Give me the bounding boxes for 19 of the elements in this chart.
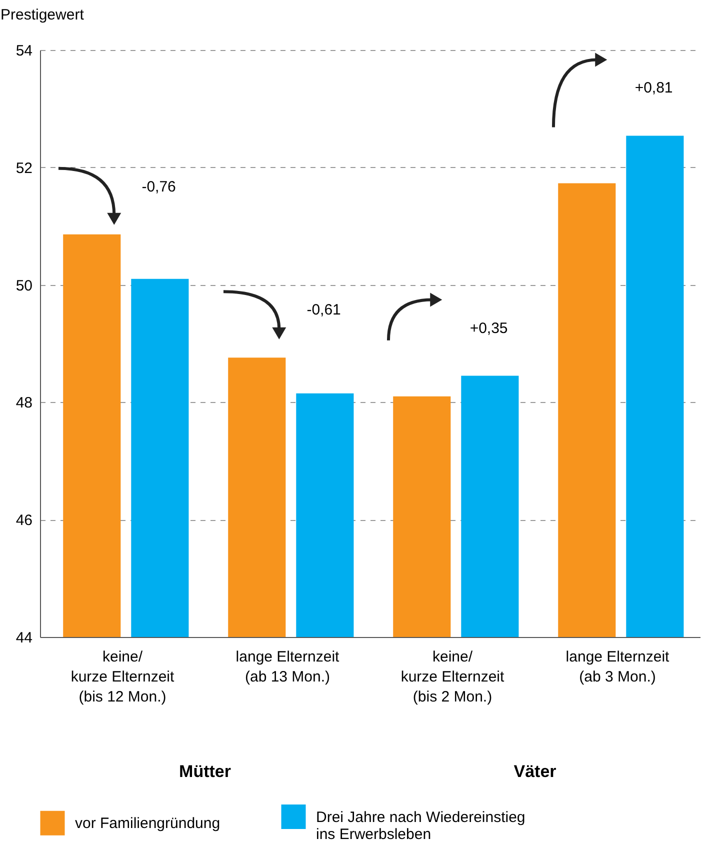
y-tick-label: 50	[16, 277, 32, 294]
x-tick-label: keine/ kurze Elternzeit (bis 2 Mon.)	[400, 648, 506, 706]
y-axis-title: Prestigewert	[0, 6, 85, 24]
legend-label: Drei Jahre nach Wiedereinstieg ins Erwerbsleben	[316, 808, 526, 843]
y-tick-label: 48	[16, 394, 32, 412]
x-tick-label: lange Elternzeit (ab 13 Mon.)	[236, 648, 340, 686]
text: Väter	[514, 762, 557, 781]
annotation: -0,61	[306, 302, 341, 319]
text: Mütter	[179, 762, 232, 781]
y-tick-label: 52	[16, 160, 32, 177]
x-tick-label: lange Elternzeit (ab 3 Mon.)	[566, 648, 670, 686]
annotation: -0,76	[142, 178, 176, 196]
x-tick-label: keine/ kurze Elternzeit (bis 12 Mon.)	[70, 648, 176, 706]
y-tick-label: 44	[16, 630, 32, 646]
y-tick-label: 46	[16, 512, 32, 530]
y-tick-label: 54	[16, 42, 32, 60]
legend-label: vor Familiengründung	[75, 815, 220, 832]
annotation: +0,35	[470, 320, 508, 337]
annotation: +0,81	[634, 80, 673, 97]
